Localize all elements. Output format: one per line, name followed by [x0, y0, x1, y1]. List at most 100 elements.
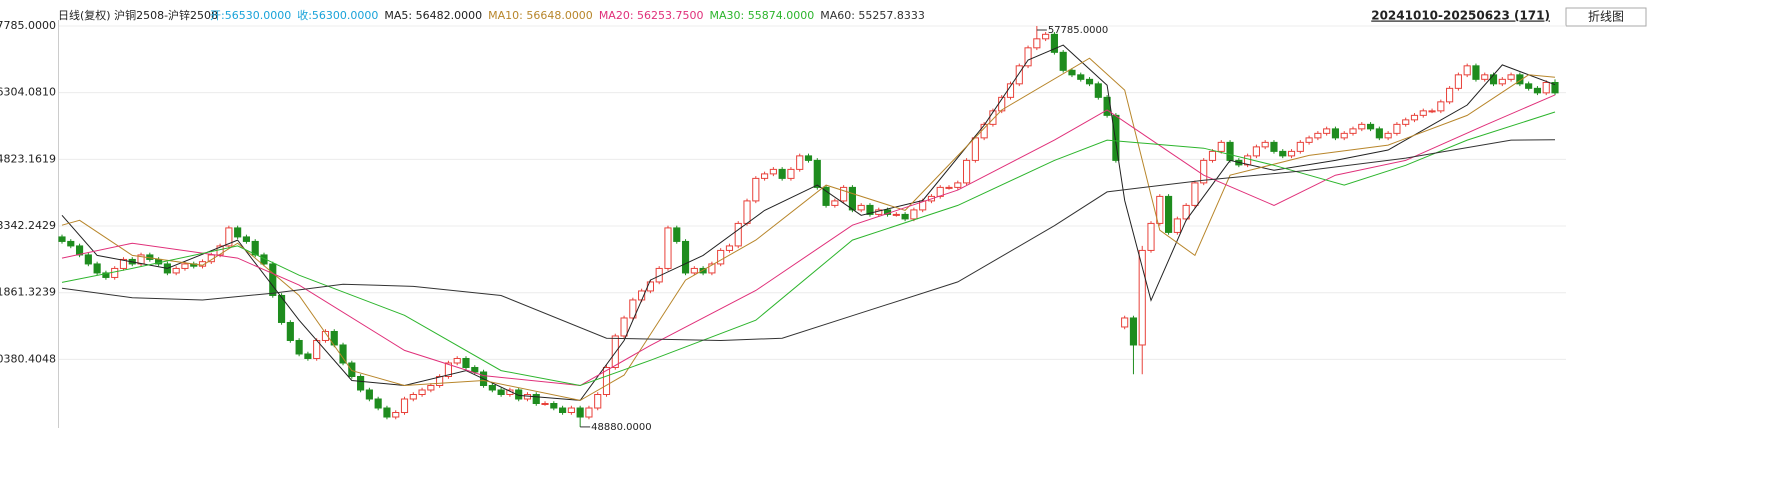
candle-body — [444, 362, 452, 377]
candle-body — [1314, 132, 1322, 139]
candle-body — [1147, 222, 1155, 251]
candle-body — [1252, 146, 1260, 157]
candle-body — [1481, 74, 1489, 80]
candle-body — [119, 258, 128, 269]
candle-body — [1366, 123, 1375, 130]
candle-body — [286, 321, 294, 341]
candle-body — [1410, 114, 1419, 121]
candle-body — [1085, 78, 1094, 85]
candle-body — [1516, 74, 1524, 85]
candle-body — [857, 204, 865, 211]
candle-body — [1200, 159, 1208, 184]
candle-body — [383, 407, 391, 418]
candle-body — [67, 240, 75, 247]
y-tick-label: 53342.2429 — [0, 219, 56, 232]
ma-line — [61, 57, 1556, 401]
candle-body — [427, 384, 435, 391]
candle-body — [1384, 132, 1392, 139]
candle-body — [813, 159, 821, 188]
candle-body — [866, 204, 874, 215]
candle-body — [717, 249, 725, 265]
line-chart-button[interactable] — [1565, 7, 1647, 27]
candle-body — [1042, 33, 1050, 40]
candle-body — [515, 389, 523, 400]
candle-body — [75, 245, 84, 256]
header-item: 开:56530.0000 — [210, 9, 291, 22]
candle-body — [901, 213, 909, 220]
candle-body — [1094, 83, 1102, 98]
chart-title: 日线(复权) 沪铜2508-沪锌2508 — [58, 8, 218, 22]
candle-body — [1498, 78, 1506, 85]
candle-body — [409, 394, 417, 400]
candle-body — [234, 227, 242, 238]
candle-body — [304, 353, 312, 359]
candle-body — [963, 159, 971, 184]
candle-body — [1261, 141, 1269, 148]
candle-body — [699, 267, 707, 274]
candle-body — [488, 384, 496, 391]
candle-body — [629, 299, 637, 319]
candle-body — [453, 357, 461, 364]
candle-body — [1121, 317, 1129, 328]
candle-body — [1454, 74, 1462, 89]
legend-item: MA60: 55257.8333 — [820, 9, 925, 22]
candle-body — [1437, 101, 1445, 112]
candle-body — [251, 240, 259, 256]
candle-body — [1349, 128, 1357, 134]
candle-body — [602, 366, 611, 396]
candle-body — [1551, 81, 1559, 94]
candle-body — [1463, 65, 1471, 76]
candle-body — [945, 186, 953, 189]
candle-body — [277, 294, 286, 323]
candle-body — [471, 366, 479, 373]
date-range[interactable]: 20241010-20250623 (171) — [1371, 9, 1550, 23]
candle-body — [541, 403, 549, 406]
candle-body — [1033, 38, 1041, 49]
candle-body — [532, 394, 540, 405]
candle-body — [400, 398, 409, 414]
candle-body — [1024, 47, 1032, 67]
candle-body — [673, 227, 681, 242]
candle-body — [690, 267, 698, 274]
candle-body — [725, 245, 734, 251]
candle-body — [1375, 128, 1383, 139]
candle-body — [1296, 141, 1304, 152]
candle-body — [1156, 195, 1164, 224]
y-tick-label: 50380.4048 — [0, 352, 56, 365]
candle-body — [620, 317, 628, 337]
candle-body — [1068, 69, 1076, 76]
candle-body — [761, 173, 769, 179]
candle-body — [1340, 132, 1348, 139]
ma-line — [61, 94, 1556, 387]
candle-body — [1305, 137, 1313, 143]
candle-body — [242, 236, 251, 242]
candle-body — [58, 236, 66, 242]
candle-body — [822, 186, 830, 206]
candle-body — [804, 155, 813, 161]
candle-body — [594, 394, 602, 409]
candle-body — [172, 267, 180, 274]
y-tick-label: 54823.1619 — [0, 152, 56, 165]
candle-body — [1331, 128, 1340, 139]
header-info: 开:56530.0000 收:56300.0000 MA5: 56482.0000 M… — [210, 8, 925, 22]
candle-body — [787, 168, 795, 179]
y-tick-label: 51861.3239 — [0, 286, 56, 299]
candle-body — [1191, 182, 1199, 206]
candle-body — [1525, 83, 1533, 89]
candle-body — [1323, 128, 1331, 134]
candle-body — [892, 213, 900, 216]
candle-body — [111, 267, 119, 278]
annotation-label: 48880.0000 — [591, 422, 651, 433]
candle-body — [1402, 119, 1410, 125]
candle-body — [646, 281, 654, 292]
legend-item: MA10: 56648.0000 — [488, 9, 593, 22]
line-chart-button-label[interactable]: 折线图 — [1588, 9, 1624, 24]
candle-body — [831, 200, 839, 206]
annotation-label: 57785.0000 — [1048, 25, 1108, 36]
candle-body — [497, 389, 505, 396]
candle-body — [910, 209, 918, 220]
candle-body — [1393, 123, 1401, 134]
candle-body — [664, 227, 672, 269]
candle-body — [743, 200, 751, 224]
